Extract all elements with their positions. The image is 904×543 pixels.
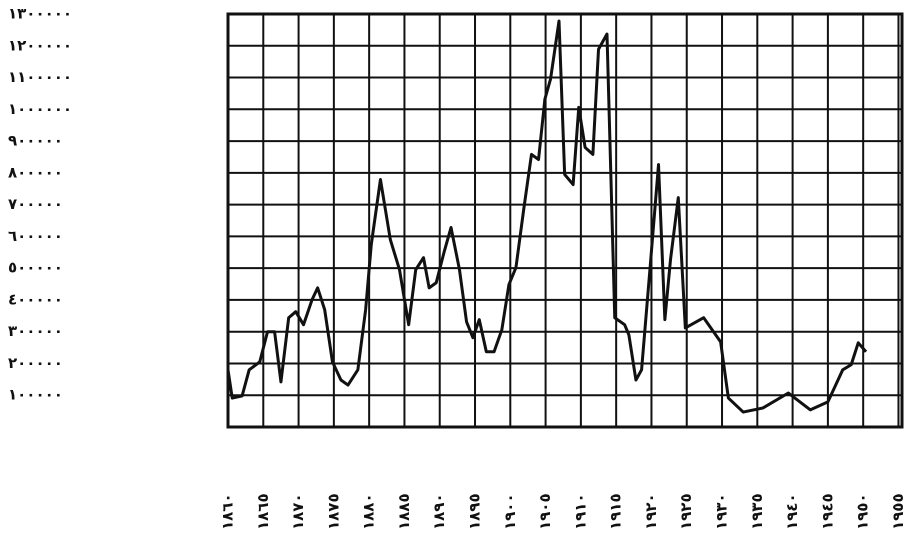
x-tick-label: ١٨٦٥ <box>254 493 272 530</box>
x-tick-label: ١٨٩٥ <box>466 493 484 530</box>
y-tick-label: ٢٠٠٠٠٠ <box>8 354 63 372</box>
y-tick-label: ١٠٠٠٠٠٠ <box>8 100 72 118</box>
x-tick-label: ١٩١٥ <box>607 493 625 530</box>
x-tick-label: ١٩٤٠ <box>783 493 801 530</box>
y-tick-label: ١١٠٠٠٠٠ <box>8 68 72 86</box>
y-tick-label: ٩٠٠٠٠٠ <box>8 132 63 150</box>
y-tick-label: ٥٠٠٠٠٠ <box>8 259 63 277</box>
x-tick-label: ١٨٨٠ <box>360 493 378 530</box>
y-tick-label: ١٣٠٠٠٠٠ <box>8 5 72 23</box>
x-tick-label: ١٩٣٥ <box>748 493 766 530</box>
y-tick-label: ١٢٠٠٠٠٠ <box>8 36 72 54</box>
y-tick-label: ٤٠٠٠٠٠ <box>8 290 63 308</box>
x-tick-label: ١٩٥٥ <box>889 493 904 530</box>
x-tick-label: ١٩٣٠ <box>713 493 731 530</box>
x-tick-label: ١٨٧٠ <box>289 493 307 530</box>
x-tick-label: ١٩١٠ <box>571 493 589 530</box>
x-tick-label: ١٩٢٥ <box>677 493 695 530</box>
plot-frame <box>226 12 904 429</box>
data-line <box>226 19 868 414</box>
y-tick-label: ٣٠٠٠٠٠ <box>8 322 63 340</box>
x-tick-label: ١٨٩٠ <box>430 493 448 530</box>
y-tick-label: ٨٠٠٠٠٠ <box>8 163 63 181</box>
x-tick-label: ١٨٦٠ <box>219 493 237 530</box>
y-tick-label: ٧٠٠٠٠٠ <box>8 195 63 213</box>
y-tick-label: ٦٠٠٠٠٠ <box>8 227 63 245</box>
x-tick-label: ١٩٥٠ <box>854 493 872 530</box>
x-tick-label: ١٩٢٠ <box>642 493 660 530</box>
x-tick-label: ١٨٧٥ <box>324 493 342 530</box>
x-tick-label: ١٩٠٥ <box>536 493 554 530</box>
y-tick-label: ١٠٠٠٠٠ <box>8 386 63 404</box>
x-tick-label: ١٨٨٥ <box>395 493 413 530</box>
x-tick-label: ١٩٠٠ <box>501 493 519 530</box>
x-tick-label: ١٩٤٥ <box>818 493 836 530</box>
